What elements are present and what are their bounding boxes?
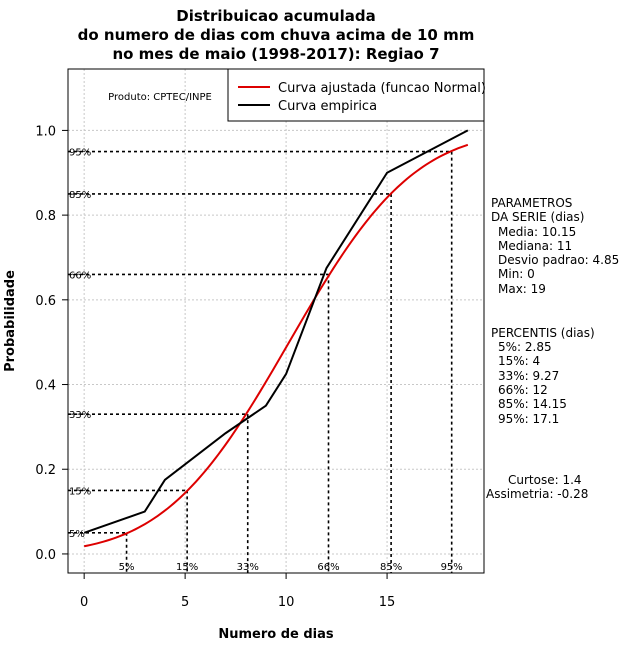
x-tick-label-5: 5 [181, 595, 189, 610]
legend-label-empirical: Curva empirica [278, 99, 377, 114]
parametros-title-1: PARAMETROS [491, 196, 572, 210]
percentis-title: PERCENTIS (dias) [491, 326, 595, 340]
fitted-normal-curve [83, 143, 469, 548]
param-media: Media: 10.15 [498, 225, 576, 239]
y-axis: 0.0 0.2 0.4 0.6 0.8 1.0 [35, 124, 68, 563]
assimetria: Assimetria: -0.28 [486, 487, 588, 501]
percentile-labels: 5% 5% 15% 15% 33% 33% 66% 66% 85% 85% 95% 95% [69, 148, 463, 573]
pct-label-x-5: 5% [119, 562, 135, 573]
curtose: Curtose: 1.4 [508, 473, 582, 487]
chart-title: Distribuicao acumulada do numero de dias… [78, 7, 475, 63]
y-tick-label-4: 0.8 [35, 209, 56, 224]
y-tick-label-1: 0.2 [35, 463, 56, 478]
title-line-3: no mes de maio (1998-2017): Regiao 7 [112, 45, 439, 63]
percentil-5: 5%: 2.85 [498, 340, 552, 354]
plot-frame [67, 68, 485, 574]
y-axis-label: Probabilidade [3, 270, 18, 372]
x-axis-label: Numero de dias [218, 627, 334, 642]
pct-label-y-33: 33% [69, 410, 91, 421]
param-max: Max: 19 [498, 282, 546, 296]
legend-box [227, 68, 485, 122]
pct-label-x-33: 33% [237, 562, 259, 573]
percentil-15: 15%: 4 [498, 354, 540, 368]
pct-label-y-5: 5% [69, 529, 85, 540]
percentil-85: 85%: 14.15 [498, 397, 567, 411]
param-mediana: Mediana: 11 [498, 239, 572, 253]
percentil-66: 66%: 12 [498, 383, 548, 397]
pct-label-y-85: 85% [69, 190, 91, 201]
x-tick-label-10: 10 [278, 595, 295, 610]
legend-label-fitted: Curva ajustada (funcao Normal) [278, 81, 486, 96]
x-tick-label-0: 0 [80, 595, 88, 610]
grid [68, 69, 484, 573]
statistics-panel: PARAMETROS DA SERIE (dias) Media: 10.15 … [486, 196, 619, 501]
percentile-guides [68, 150, 453, 573]
y-tick-label-0: 0.0 [35, 548, 56, 563]
legend: Curva ajustada (funcao Normal) Curva emp… [227, 68, 486, 122]
y-tick-label-5: 1.0 [35, 124, 56, 139]
product-label: Produto: CPTEC/INPE [108, 92, 212, 103]
x-axis: 0 5 10 15 [80, 573, 395, 610]
pct-label-x-66: 66% [317, 562, 339, 573]
pct-label-y-15: 15% [69, 486, 91, 497]
empirical-curve [83, 129, 469, 534]
percentil-95: 95%: 17.1 [498, 412, 559, 426]
pct-label-x-85: 85% [380, 562, 402, 573]
pct-label-x-15: 15% [176, 562, 198, 573]
title-line-2: do numero de dias com chuva acima de 10 … [78, 26, 475, 44]
param-desvio: Desvio padrao: 4.85 [498, 253, 619, 267]
param-min: Min: 0 [498, 267, 535, 281]
pct-label-x-95: 95% [441, 562, 463, 573]
x-tick-label-15: 15 [379, 595, 396, 610]
percentil-33: 33%: 9.27 [498, 369, 559, 383]
y-tick-label-3: 0.6 [35, 294, 56, 309]
parametros-title-2: DA SERIE (dias) [491, 210, 584, 224]
y-tick-label-2: 0.4 [35, 379, 56, 394]
title-line-1: Distribuicao acumulada [176, 7, 375, 25]
pct-label-y-66: 66% [69, 270, 91, 281]
pct-label-y-95: 95% [69, 148, 91, 159]
